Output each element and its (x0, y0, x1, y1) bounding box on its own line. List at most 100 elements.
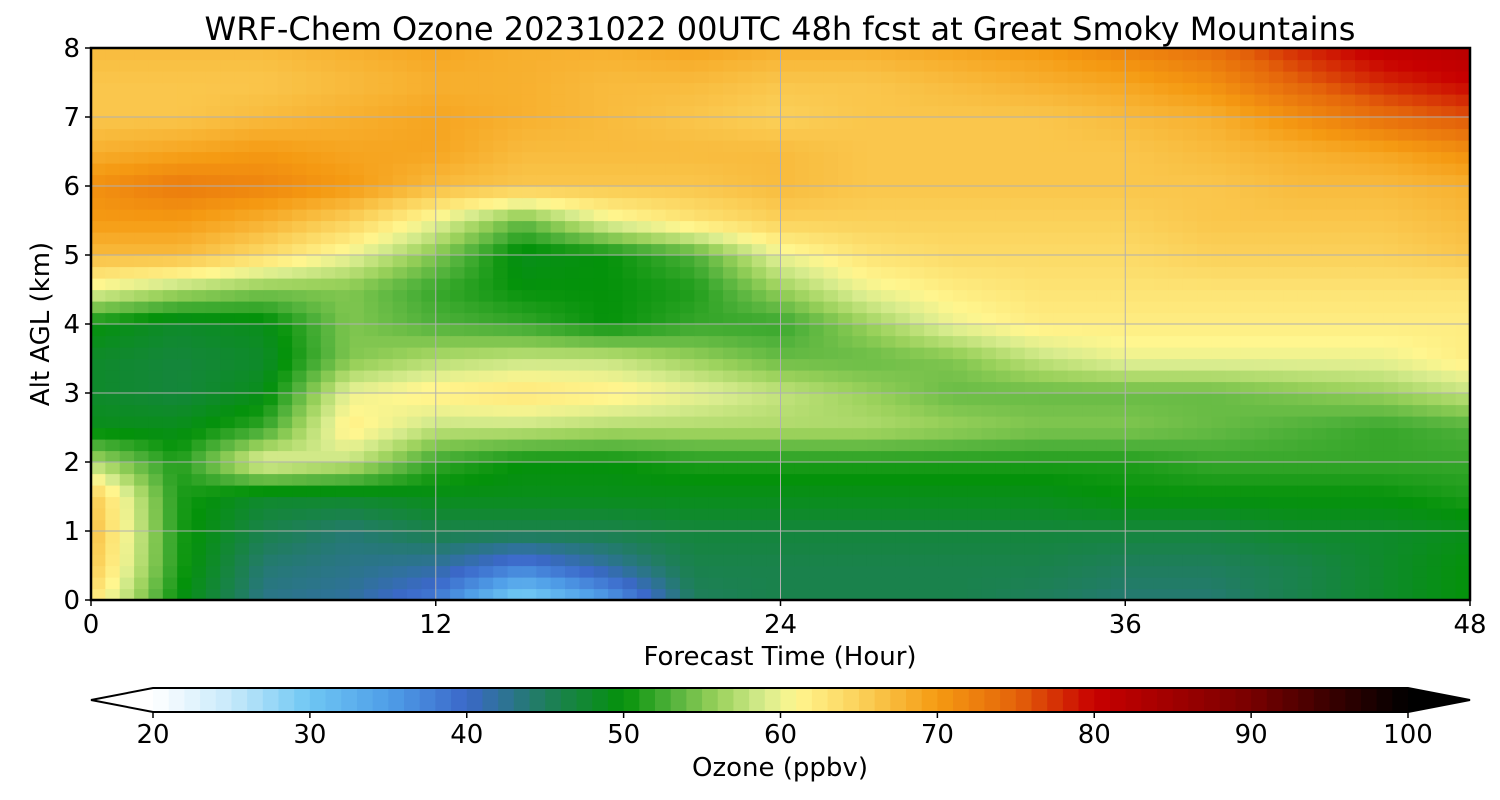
heatmap-cell (1355, 71, 1371, 84)
heatmap-cell (521, 174, 537, 187)
heatmap-cell (636, 358, 652, 371)
heatmap-cell (1225, 588, 1241, 600)
heatmap-cell (536, 565, 552, 578)
heatmap-cell (263, 255, 279, 268)
heatmap-cell (263, 542, 279, 555)
heatmap-cell (1067, 473, 1083, 486)
heatmap-cell (909, 335, 925, 348)
heatmap-cell (306, 565, 322, 578)
heatmap-cell (694, 335, 710, 348)
heatmap-cell (895, 370, 911, 383)
heatmap-cell (1168, 117, 1184, 130)
heatmap-cell (1182, 381, 1198, 394)
heatmap-cell (895, 71, 911, 84)
heatmap-cell (1024, 462, 1040, 475)
heatmap-cell (378, 278, 394, 291)
heatmap-cell (1010, 473, 1026, 486)
colorbar-segment (576, 688, 593, 712)
heatmap-cell (478, 554, 494, 567)
heatmap-cell (981, 82, 997, 95)
heatmap-cell (1182, 117, 1198, 130)
heatmap-cell (493, 140, 509, 153)
heatmap-cell (852, 128, 868, 141)
heatmap-cell (1383, 255, 1399, 268)
heatmap-cell (119, 255, 135, 268)
heatmap-cell (119, 439, 135, 452)
heatmap-cell (723, 473, 738, 486)
heatmap-cell (521, 278, 537, 291)
heatmap-cell (794, 140, 810, 153)
heatmap-cell (565, 427, 580, 440)
heatmap-cell (134, 94, 150, 107)
heatmap-cell (550, 209, 566, 222)
heatmap-cell (1355, 140, 1371, 153)
heatmap-cell (1383, 71, 1399, 84)
heatmap-cell (622, 462, 638, 475)
heatmap-cell (866, 117, 882, 130)
heatmap-cell (105, 209, 121, 222)
heatmap-cell (1039, 209, 1055, 222)
heatmap-cell (1039, 94, 1055, 107)
heatmap-cell (335, 485, 351, 498)
heatmap-cell (1455, 71, 1470, 84)
heatmap-cell (1082, 82, 1098, 95)
heatmap-cell (1211, 140, 1227, 153)
heatmap-cell (1311, 450, 1327, 463)
heatmap-cell (622, 312, 638, 325)
heatmap-cell (320, 278, 336, 291)
heatmap-cell (464, 404, 480, 417)
heatmap-cell (234, 577, 250, 590)
heatmap-cell (665, 174, 681, 187)
heatmap-cell (220, 450, 236, 463)
heatmap-cell (608, 163, 624, 176)
heatmap-cell (1441, 554, 1457, 567)
heatmap-cell (909, 312, 925, 325)
heatmap-cell (1168, 347, 1184, 360)
heatmap-cell (378, 427, 394, 440)
heatmap-cell (191, 565, 207, 578)
heatmap-cell (837, 163, 853, 176)
heatmap-cell (493, 427, 509, 440)
heatmap-cell (349, 588, 365, 600)
heatmap-cell (1153, 71, 1169, 84)
heatmap-cell (823, 174, 839, 187)
heatmap-cell (1398, 289, 1414, 302)
heatmap-cell (1369, 554, 1385, 567)
heatmap-cell (119, 220, 135, 233)
heatmap-cell (823, 450, 839, 463)
heatmap-cell (450, 450, 466, 463)
heatmap-cell (1326, 128, 1342, 141)
heatmap-cell (1024, 347, 1040, 360)
heatmap-cell (162, 381, 178, 394)
heatmap-cell (277, 128, 293, 141)
heatmap-cell (148, 105, 164, 118)
heatmap-cell (1067, 140, 1083, 153)
heatmap-cell (493, 174, 509, 187)
heatmap-cell (823, 151, 839, 164)
heatmap-cell (392, 301, 408, 314)
heatmap-cell (995, 450, 1011, 463)
heatmap-cell (521, 496, 537, 509)
heatmap-cell (478, 381, 494, 394)
heatmap-cell (177, 450, 193, 463)
heatmap-cell (651, 404, 667, 417)
heatmap-cell (1398, 439, 1414, 452)
heatmap-cell (1398, 312, 1414, 325)
heatmap-cell (119, 59, 135, 72)
heatmap-cell (593, 71, 609, 84)
heatmap-cell (1168, 485, 1184, 498)
heatmap-cell (263, 335, 279, 348)
heatmap-cell (205, 105, 221, 118)
heatmap-cell (1096, 462, 1112, 475)
colorbar-segment (1282, 688, 1299, 712)
heatmap-cell (1383, 496, 1399, 509)
heatmap-cell (1369, 278, 1385, 291)
heatmap-cell (220, 174, 236, 187)
heatmap-cell (1240, 381, 1256, 394)
heatmap-cell (579, 209, 595, 222)
heatmap-cell (1039, 542, 1055, 555)
heatmap-cell (1426, 94, 1442, 107)
heatmap-cell (636, 450, 652, 463)
heatmap-cell (895, 358, 911, 371)
heatmap-cell (1398, 473, 1414, 486)
